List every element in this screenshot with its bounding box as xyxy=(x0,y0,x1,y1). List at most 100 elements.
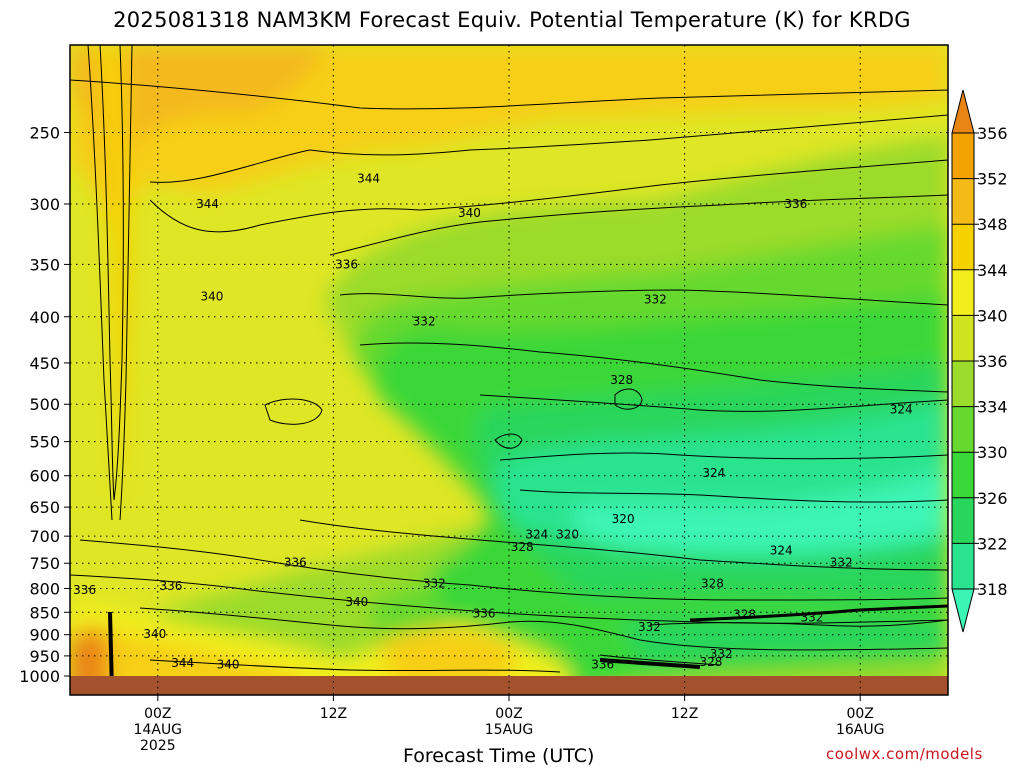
contour-label-text: 328 xyxy=(701,577,724,591)
contour-label-text: 324 xyxy=(525,527,548,541)
colorbar-swatch xyxy=(952,543,974,589)
colorbar-label: 348 xyxy=(977,215,1008,234)
colorbar-label: 318 xyxy=(977,580,1008,599)
region-326-low xyxy=(620,617,948,665)
contour-label-text: 336 xyxy=(73,583,96,597)
contour-label: 336 xyxy=(784,197,807,211)
y-tick-label: 800 xyxy=(29,580,60,599)
colorbar-label: 340 xyxy=(977,306,1008,325)
contour-label-text: 328 xyxy=(733,608,756,622)
colorbar-label: 344 xyxy=(977,261,1008,280)
contour-label: 332 xyxy=(423,577,446,591)
y-tick-label: 600 xyxy=(29,467,60,486)
y-tick-label: 250 xyxy=(29,123,60,142)
contour-label-text: 320 xyxy=(556,527,579,541)
contour-label-text: 328 xyxy=(610,373,633,387)
grid-lines xyxy=(70,45,948,695)
terrain-strip xyxy=(70,676,948,695)
x-tick-label: 12Z xyxy=(320,706,347,722)
contour-line-bubble-b xyxy=(614,388,643,410)
contour-label: 332 xyxy=(644,293,667,307)
contour-label-text: 336 xyxy=(473,607,496,621)
x-tick-label: 16AUG xyxy=(836,722,885,738)
contour-label: 324 xyxy=(890,403,913,417)
contour-label-text: 324 xyxy=(702,466,725,480)
y-tick-label: 1000 xyxy=(19,667,60,686)
colorbar-label: 326 xyxy=(977,489,1008,508)
contour-label-text: 336 xyxy=(284,556,307,570)
x-tick-label: 2025 xyxy=(140,738,176,754)
colorbar-swatch xyxy=(952,178,974,225)
contour-label-text: 336 xyxy=(335,257,358,271)
region-352-top xyxy=(70,45,330,230)
y-tick-label: 300 xyxy=(29,195,60,214)
contour-label-text: 336 xyxy=(591,657,614,671)
contour-label: 320 xyxy=(612,512,635,526)
x-tick-label: 00Z xyxy=(846,706,873,722)
contour-label: 344 xyxy=(196,197,219,211)
contour-line-328b xyxy=(299,519,948,571)
colorbar-label: 334 xyxy=(977,398,1008,417)
contour-label-text: 332 xyxy=(423,577,446,591)
contour-label: 332 xyxy=(800,610,823,624)
colorbar-cap-high xyxy=(951,89,975,134)
x-tick-label: 12Z xyxy=(671,706,698,722)
thick-band-a xyxy=(599,658,701,669)
chart-title: 2025081318 NAM3KM Forecast Equiv. Potent… xyxy=(113,8,911,32)
contour-label-text: 332 xyxy=(638,620,661,634)
contour-label-text: 332 xyxy=(413,315,436,329)
colorbar-swatch xyxy=(952,452,974,498)
contour-label-text: 340 xyxy=(458,206,481,220)
contour-label: 336 xyxy=(473,607,496,621)
contour-label-text: 340 xyxy=(345,595,368,609)
contour-label-text: 344 xyxy=(196,197,219,211)
region-340-plume xyxy=(95,45,131,520)
x-axis-title: Forecast Time (UTC) xyxy=(403,745,595,767)
contour-label: 340 xyxy=(143,627,166,641)
colorbar-swatch xyxy=(952,224,974,270)
contour-label: 328 xyxy=(699,655,722,669)
colorbar-swatch xyxy=(952,315,974,361)
contour-label: 320 xyxy=(556,527,579,541)
x-tick-label: 15AUG xyxy=(485,722,534,738)
region-318 xyxy=(572,470,948,552)
colorbar-label: 336 xyxy=(977,352,1008,371)
equiv-potential-temperature-field xyxy=(70,45,948,695)
contour-label-text: 332 xyxy=(830,556,853,570)
y-tick-label: 500 xyxy=(29,395,60,414)
contour-label: 340 xyxy=(200,290,223,304)
contour-label-text: 340 xyxy=(200,290,223,304)
contour-line-lowcore-a xyxy=(599,654,721,666)
contour-label-text: 344 xyxy=(171,656,194,670)
y-tick-label: 400 xyxy=(29,308,60,327)
contour-label: 336 xyxy=(335,257,358,271)
contour-label: 340 xyxy=(458,206,481,220)
colorbar-swatch xyxy=(952,497,974,544)
contour-label: 324 xyxy=(702,466,725,480)
contour-label: 336 xyxy=(160,579,183,593)
contour-label: 328 xyxy=(610,373,633,387)
y-tick-label: 700 xyxy=(29,527,60,546)
y-tick-label: 850 xyxy=(29,603,60,622)
contour-line-348 xyxy=(70,79,948,110)
colorbar-label: 352 xyxy=(977,170,1008,189)
contour-line-320a xyxy=(519,489,948,503)
y-tick-label: 750 xyxy=(29,554,60,573)
contour-label: 328 xyxy=(701,577,724,591)
colorbar-label: 322 xyxy=(977,534,1008,553)
contour-label: 336 xyxy=(591,657,614,671)
colorbar-cap-low xyxy=(951,588,975,633)
y-tick-label: 350 xyxy=(29,255,60,274)
contour-label: 324 xyxy=(770,543,793,557)
contour-label: 336 xyxy=(284,556,307,570)
colorbar-swatch xyxy=(952,406,974,453)
contour-label: 344 xyxy=(357,171,380,185)
contour-line-core-580 xyxy=(494,433,523,449)
contour-line-plume-c xyxy=(119,45,133,521)
contour-label-text: 332 xyxy=(710,647,733,661)
contour-line-plume-b xyxy=(87,45,113,521)
contour-label-text: 340 xyxy=(143,627,166,641)
